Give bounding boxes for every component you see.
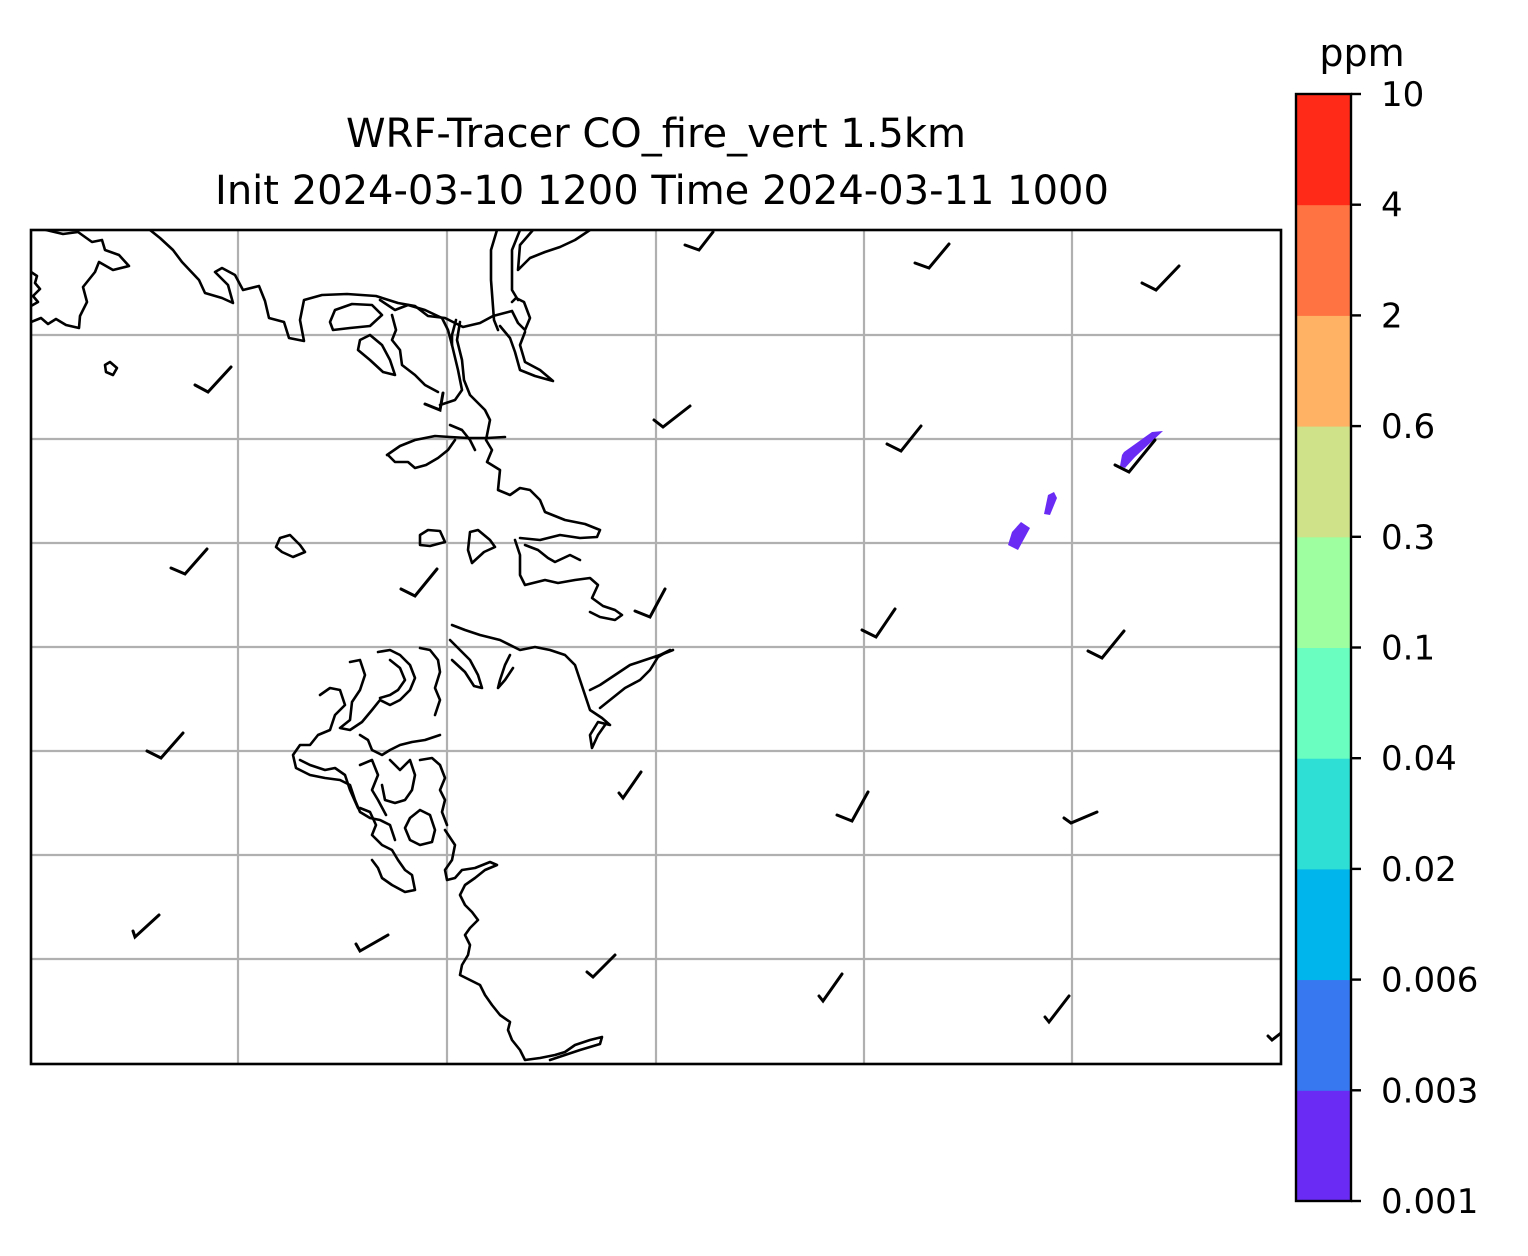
island-mid-2	[418, 528, 447, 548]
wind-barbs	[131, 230, 1281, 1042]
colorbar-segment	[1296, 868, 1351, 981]
coastline-western-islands	[291, 686, 397, 842]
colorbar: ppm 0.001 0.003 0.006 0.02 0.04 0.1 0.3 0.6 2 4 10	[1294, 31, 1478, 1222]
island-mid-1	[356, 333, 397, 377]
wind-barb	[633, 587, 667, 619]
wind-barb	[652, 404, 692, 429]
island-mid-west	[274, 533, 307, 559]
colorbar-ticks: 0.001 0.003 0.006 0.02 0.04 0.1 0.3 0.6 2 4 10	[1351, 75, 1478, 1222]
coastline-spit-upper	[448, 423, 477, 452]
map-title-line1: WRF-Tracer CO_fire_vert 1.5km	[346, 111, 966, 157]
colorbar-segments	[1296, 94, 1351, 1202]
colorbar-unit-label: ppm	[1319, 31, 1404, 75]
co-tracer-plumes	[1008, 431, 1163, 550]
island-north-1	[328, 302, 384, 332]
colorbar-tick-label: 0.003	[1381, 1071, 1478, 1111]
colorbar-tick-label: 2	[1381, 296, 1403, 336]
coastline-northwest	[31, 270, 42, 308]
wind-barb	[145, 731, 185, 760]
wind-barb	[683, 230, 715, 252]
colorbar-tick-label: 4	[1381, 186, 1403, 226]
plume-central-east-1	[1044, 492, 1057, 515]
coastline-southern-bay	[450, 623, 612, 750]
wind-barb	[169, 547, 209, 576]
colorbar-tick-label: 0.04	[1381, 739, 1457, 779]
colorbar-tick-label: 0.001	[1381, 1182, 1478, 1222]
coastline-southern-bay-2	[448, 638, 484, 690]
colorbar-segment	[1296, 758, 1351, 870]
coastline-sw-inlet	[358, 806, 417, 894]
island-tiny-west	[103, 360, 119, 377]
colorbar-tick-label: 0.6	[1381, 407, 1435, 447]
wind-barb	[1140, 264, 1181, 292]
wind-barb	[835, 790, 870, 823]
coastline-mid-inlet	[390, 313, 440, 394]
wind-barb	[1086, 629, 1126, 660]
coastline-east-point-tip	[653, 648, 675, 659]
coastline-western-islands-4	[418, 646, 442, 717]
wind-barb	[885, 424, 923, 453]
coastline-southwest-channel	[358, 758, 388, 817]
coastline-central-inlet	[438, 318, 464, 407]
wind-barb	[1043, 994, 1071, 1025]
island-sw-1	[298, 758, 360, 810]
colorbar-segment	[1296, 536, 1351, 648]
coastline-mid-west	[378, 298, 454, 347]
coastline-south-headland	[496, 653, 515, 690]
coastline-channel-west	[489, 230, 500, 332]
wind-barb	[399, 567, 439, 598]
coastline-western-islands-2	[338, 648, 417, 732]
map-panel	[29, 228, 1283, 1066]
colorbar-segment	[1296, 315, 1351, 427]
wind-barb	[585, 953, 617, 980]
wind-barb	[1266, 1031, 1281, 1042]
colorbar-segment	[1296, 979, 1351, 1091]
wind-barb	[913, 242, 951, 270]
map-frame	[29, 228, 1283, 1066]
colorbar-segment	[1296, 94, 1351, 206]
colorbar-tick-label: 10	[1381, 75, 1424, 115]
colorbar-tick-label: 0.006	[1381, 961, 1478, 1001]
colorbar-tick-label: 0.02	[1381, 850, 1457, 890]
wind-barb	[423, 391, 445, 413]
island-small-spit	[386, 438, 457, 470]
wind-barb	[193, 365, 233, 394]
colorbar-segment	[1296, 647, 1351, 759]
colorbar-segment	[1296, 426, 1351, 538]
coastline-north-bay-west	[31, 230, 131, 330]
coastline-channel-east	[510, 230, 522, 302]
coastline-western-islands-5	[358, 733, 442, 757]
coastline-channel-outer	[516, 230, 592, 272]
coastline-western-islands-3	[378, 658, 407, 700]
coastline-mid-south	[513, 538, 624, 622]
wind-barb	[1113, 438, 1157, 474]
plume-central-east-2	[1008, 522, 1030, 550]
colorbar-tick-label: 0.1	[1381, 629, 1435, 669]
coastline-south-inlet	[403, 808, 437, 847]
coastline-southwest-channel-3	[418, 756, 449, 827]
colorbar-tick-label: 0.3	[1381, 518, 1435, 558]
coastline-central-bay	[455, 320, 602, 542]
wind-barb	[817, 972, 844, 1004]
island-mid-3	[466, 528, 497, 565]
coastline-mid-south-2	[523, 543, 582, 564]
wind-barb	[1062, 810, 1099, 825]
coastline-southwest-channel-2	[380, 758, 417, 805]
coastline-north-peninsula	[148, 230, 532, 343]
coastline-south-peninsula	[443, 828, 604, 1062]
colorbar-segment	[1296, 204, 1351, 316]
map-title-line2: Init 2024-03-10 1200 Time 2024-03-11 100…	[215, 168, 1109, 214]
coastline-inner-bay	[498, 324, 555, 383]
gridlines	[31, 230, 1281, 1064]
wind-barb	[131, 913, 161, 940]
plume-northeast	[1120, 431, 1163, 468]
wind-barb	[860, 607, 897, 639]
coastline-spit	[385, 434, 507, 457]
wind-barb	[354, 933, 390, 954]
coastlines	[31, 230, 675, 1062]
colorbar-segment	[1296, 1090, 1351, 1202]
wind-barb	[617, 770, 643, 801]
